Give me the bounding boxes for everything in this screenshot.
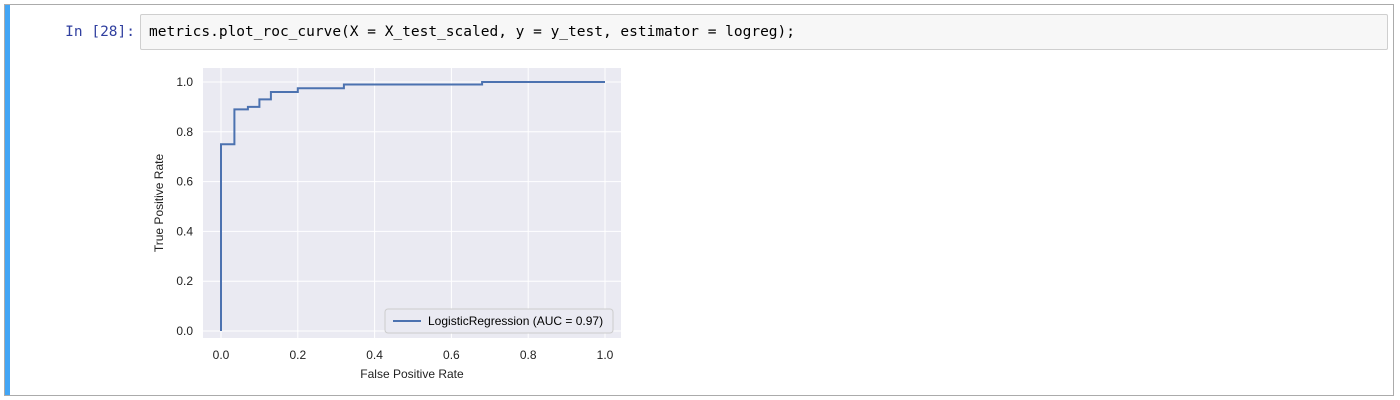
x-axis-ticks: 0.0 0.2 0.4 0.6 0.8 1.0 (213, 348, 614, 362)
x-tick-label: 0.4 (366, 348, 383, 362)
y-tick-label: 0.4 (176, 224, 193, 238)
notebook-cell[interactable]: In [28]: metrics.plot_roc_curve(X = X_te… (4, 4, 1394, 396)
code-input-area[interactable]: metrics.plot_roc_curve(X = X_test_scaled… (140, 14, 1388, 50)
y-axis-ticks: 0.0 0.2 0.4 0.6 0.8 1.0 (176, 75, 193, 338)
plot-area (203, 68, 621, 338)
chart-legend: LogisticRegression (AUC = 0.97) (384, 308, 614, 334)
x-tick-label: 1.0 (597, 348, 614, 362)
x-tick-label: 0.2 (289, 348, 306, 362)
legend-label: LogisticRegression (AUC = 0.97) (428, 314, 603, 328)
series-line-logisticregression (220, 81, 605, 331)
cell-selection-indicator (5, 5, 10, 395)
y-axis-label: True Positive Rate (152, 154, 166, 253)
x-tick-label: 0.0 (213, 348, 230, 362)
grid-lines (203, 68, 621, 338)
cell-output: 0.0 0.2 0.4 0.6 0.8 1.0 0.0 0.2 0.4 0.6 0.8 1.0 Lo… (145, 60, 645, 390)
code-text[interactable]: metrics.plot_roc_curve(X = X_test_scaled… (149, 24, 796, 40)
y-tick-label: 1.0 (176, 75, 193, 89)
x-tick-label: 0.6 (443, 348, 460, 362)
y-tick-label: 0.0 (176, 324, 193, 338)
input-prompt: In [28]: (65, 24, 135, 40)
y-tick-label: 0.2 (176, 274, 193, 288)
y-tick-label: 0.8 (176, 125, 193, 139)
x-axis-label: False Positive Rate (360, 367, 464, 381)
y-tick-label: 0.6 (176, 175, 193, 189)
legend-box (384, 308, 614, 334)
roc-curve-chart: 0.0 0.2 0.4 0.6 0.8 1.0 0.0 0.2 0.4 0.6 0.8 1.0 Lo… (152, 68, 621, 381)
x-tick-label: 0.8 (520, 348, 537, 362)
